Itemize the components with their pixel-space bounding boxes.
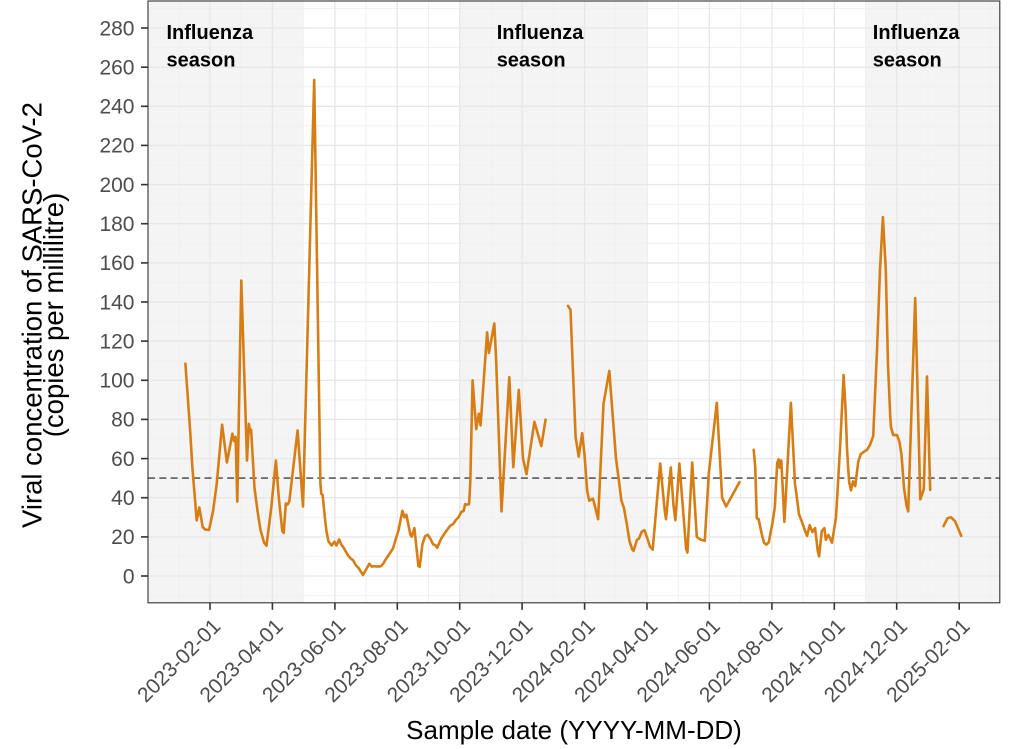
svg-text:Influenza: Influenza	[167, 22, 255, 44]
svg-text:season: season	[497, 50, 566, 72]
svg-text:0: 0	[123, 565, 135, 588]
svg-text:80: 80	[111, 409, 134, 432]
svg-text:200: 200	[99, 174, 134, 197]
svg-text:season: season	[167, 50, 236, 72]
svg-text:260: 260	[99, 57, 134, 80]
svg-text:120: 120	[99, 330, 134, 353]
svg-text:40: 40	[111, 487, 134, 510]
svg-text:Influenza: Influenza	[873, 22, 961, 44]
svg-text:180: 180	[99, 213, 134, 236]
svg-text:Sample date (YYYY-MM-DD): Sample date (YYYY-MM-DD)	[406, 715, 742, 745]
svg-text:(copies per millilitre): (copies per millilitre)	[38, 193, 69, 438]
svg-text:240: 240	[99, 96, 134, 119]
svg-text:60: 60	[111, 448, 134, 471]
svg-text:20: 20	[111, 526, 134, 549]
svg-text:220: 220	[99, 135, 134, 158]
svg-text:Viral concentration of SARS-Co: Viral concentration of SARS-CoV-2	[17, 102, 48, 528]
svg-text:Influenza: Influenza	[497, 22, 585, 44]
svg-text:100: 100	[99, 370, 134, 393]
svg-text:160: 160	[99, 252, 134, 275]
svg-text:season: season	[873, 50, 942, 72]
svg-text:280: 280	[99, 17, 134, 40]
svg-text:140: 140	[99, 291, 134, 314]
